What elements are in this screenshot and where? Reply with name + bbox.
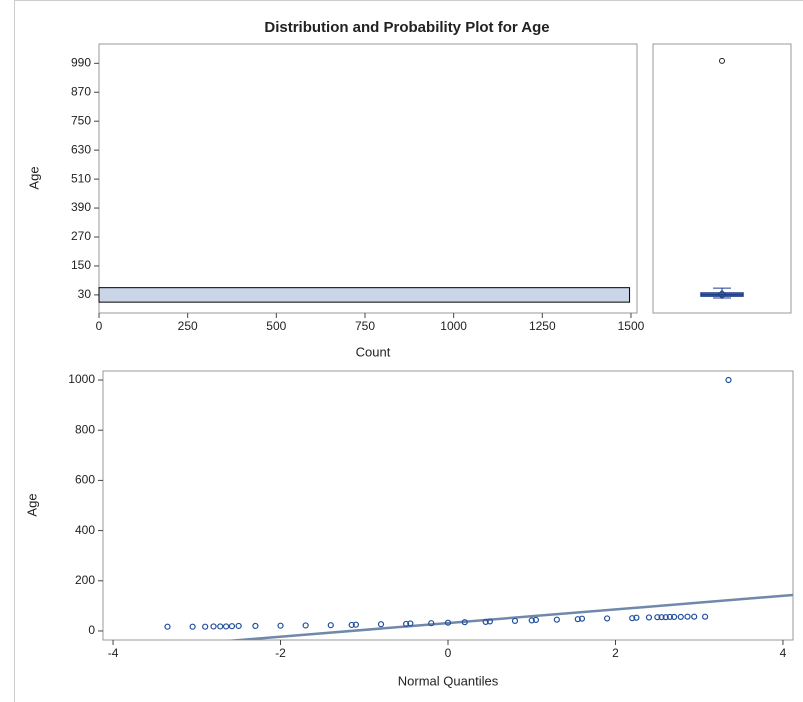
plot-frame xyxy=(102,370,794,641)
x-tick-label: 0 xyxy=(445,646,452,660)
chart-title: Distribution and Probability Plot for Ag… xyxy=(264,19,549,36)
y-axis-label: Age xyxy=(26,166,41,189)
point xyxy=(327,622,334,629)
y-tick-label: 510 xyxy=(71,171,91,185)
point xyxy=(189,623,196,630)
x-tick-label: 250 xyxy=(178,319,198,333)
point xyxy=(511,617,519,625)
outlier xyxy=(719,57,725,64)
y-tick-label: 750 xyxy=(71,113,91,127)
plot-frame xyxy=(98,43,638,314)
y-tick-label: 870 xyxy=(71,84,91,98)
point xyxy=(377,621,385,628)
point xyxy=(461,619,468,626)
y-axis-label: Age xyxy=(24,493,39,516)
x-tick-label: 2 xyxy=(612,646,619,660)
point xyxy=(528,617,535,624)
point xyxy=(691,613,698,620)
point xyxy=(486,618,493,625)
y-tick-label: 200 xyxy=(75,573,95,587)
point xyxy=(578,615,586,622)
x-tick-label: 500 xyxy=(266,319,286,333)
x-tick-label: 1500 xyxy=(618,319,645,333)
point xyxy=(252,622,259,630)
y-tick-label: 990 xyxy=(71,55,91,69)
y-tick-label: 30 xyxy=(78,287,92,301)
point xyxy=(658,614,665,621)
point xyxy=(553,616,560,623)
point xyxy=(629,615,636,622)
point xyxy=(684,613,691,620)
point xyxy=(403,620,410,628)
x-tick-label: 1250 xyxy=(529,319,556,333)
point xyxy=(574,616,581,623)
point xyxy=(277,622,284,629)
y-tick-label: 150 xyxy=(71,258,91,272)
point xyxy=(407,620,414,627)
point xyxy=(662,614,669,621)
point xyxy=(725,376,732,384)
bar xyxy=(98,287,631,303)
x-tick-label: 4 xyxy=(780,646,787,660)
x-axis-label: Count xyxy=(356,344,391,359)
point xyxy=(633,614,640,621)
y-tick-label: 630 xyxy=(71,142,91,156)
y-tick-label: 0 xyxy=(88,623,95,637)
point xyxy=(210,623,217,630)
point xyxy=(482,618,489,626)
clip-group xyxy=(164,376,793,640)
point xyxy=(701,613,709,620)
point xyxy=(348,621,355,629)
x-axis-label: Normal Quantiles xyxy=(398,673,499,688)
y-tick-label: 390 xyxy=(71,200,91,214)
point xyxy=(217,623,224,630)
point xyxy=(352,621,359,628)
point xyxy=(677,613,684,621)
point xyxy=(654,614,661,621)
y-tick-label: 800 xyxy=(75,422,95,436)
plot-frame xyxy=(652,43,792,314)
mean-marker xyxy=(717,289,727,300)
x-tick-label: -2 xyxy=(275,646,286,660)
x-tick-label: 750 xyxy=(355,319,375,333)
point xyxy=(670,613,678,621)
point xyxy=(302,622,309,629)
point xyxy=(428,620,435,627)
point xyxy=(164,623,171,630)
x-tick-label: 1000 xyxy=(440,319,467,333)
y-tick-label: 1000 xyxy=(68,372,95,386)
point xyxy=(532,616,540,624)
point xyxy=(202,623,209,630)
x-tick-label: 0 xyxy=(96,319,103,333)
point xyxy=(222,623,230,630)
point xyxy=(228,623,236,630)
reference-line xyxy=(224,593,793,640)
point xyxy=(604,615,611,622)
x-tick-label: -4 xyxy=(108,646,119,660)
y-tick-label: 270 xyxy=(71,229,91,243)
point xyxy=(666,613,674,621)
point xyxy=(645,614,653,621)
y-tick-label: 400 xyxy=(75,523,95,537)
point xyxy=(444,619,452,626)
y-tick-label: 600 xyxy=(75,473,95,487)
point xyxy=(235,622,242,630)
